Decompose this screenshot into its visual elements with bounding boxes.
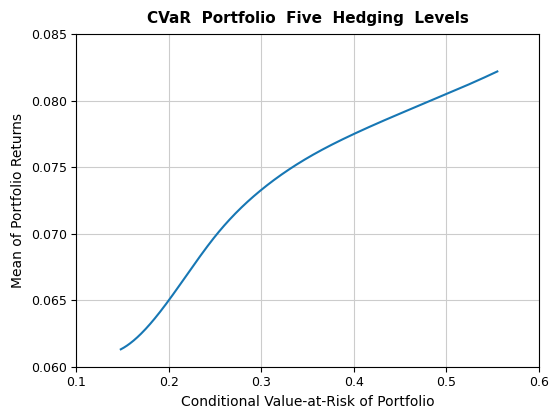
Title: CVaR  Portfolio  Five  Hedging  Levels: CVaR Portfolio Five Hedging Levels — [147, 11, 469, 26]
Y-axis label: Mean of Portfolio Returns: Mean of Portfolio Returns — [11, 113, 25, 288]
X-axis label: Conditional Value-at-Risk of Portfolio: Conditional Value-at-Risk of Portfolio — [181, 395, 435, 409]
